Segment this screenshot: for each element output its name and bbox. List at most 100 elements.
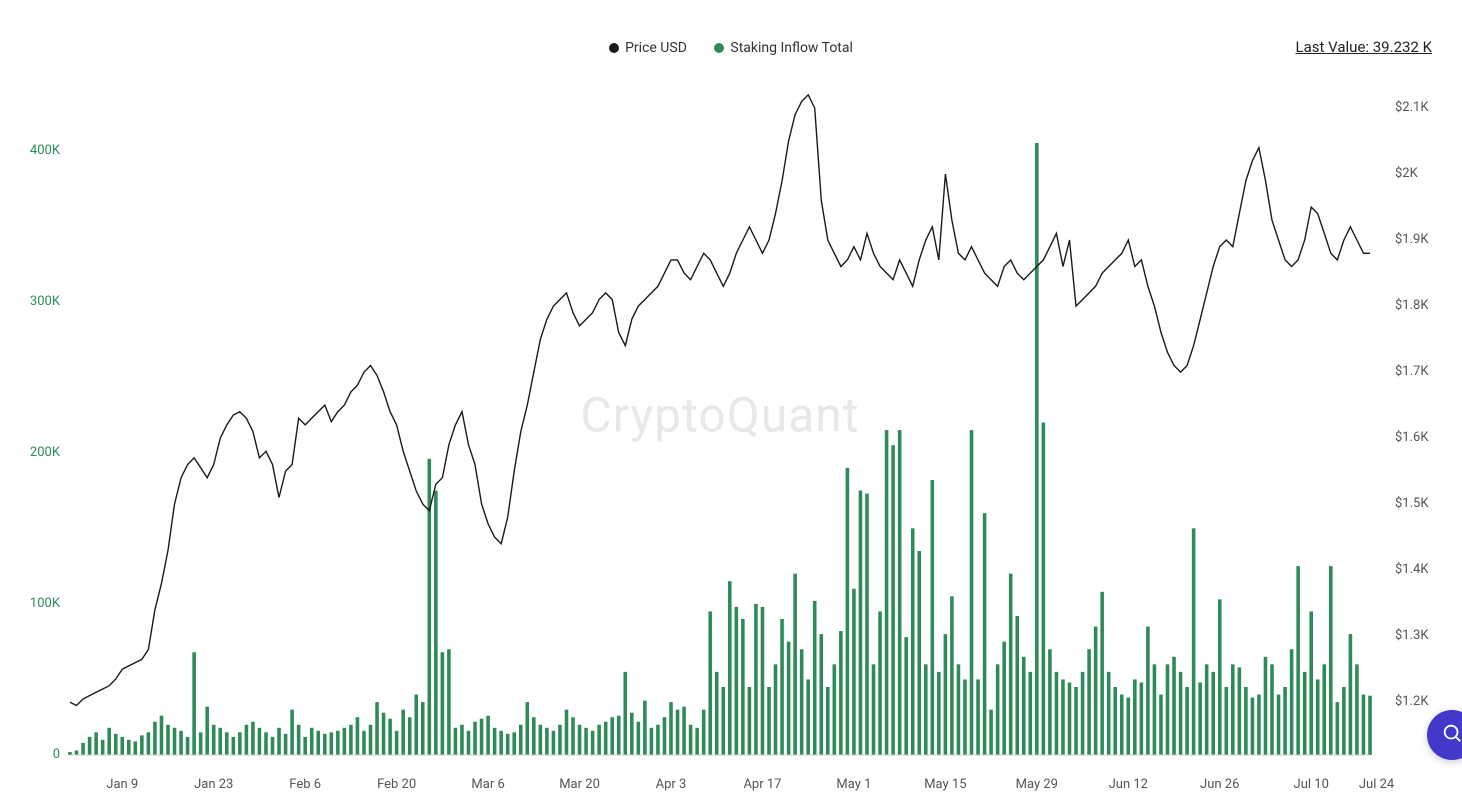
x-tick-label: Apr 3 [656, 777, 687, 792]
inflow-bar [101, 740, 105, 755]
inflow-bar [199, 732, 203, 755]
inflow-bar [1355, 664, 1359, 755]
inflow-bar [232, 737, 236, 755]
legend-item-price[interactable]: Price USD [609, 40, 687, 56]
y-right-tick-label: $1.2K [1395, 694, 1450, 709]
inflow-bar [591, 731, 595, 755]
inflow-bar [1022, 657, 1026, 755]
inflow-bar [160, 716, 164, 755]
inflow-bar [1074, 687, 1078, 755]
help-fab[interactable] [1427, 710, 1462, 760]
y-right-tick-label: $1.8K [1395, 298, 1450, 313]
inflow-bar [467, 731, 471, 755]
help-icon [1441, 722, 1462, 749]
inflow-bar [558, 725, 562, 755]
inflow-bar [480, 719, 484, 755]
inflow-bar [650, 728, 654, 755]
inflow-bar [872, 664, 876, 755]
inflow-bar [597, 725, 601, 755]
inflow-bar [1127, 698, 1131, 755]
inflow-bar [310, 728, 314, 755]
inflow-bar [865, 494, 869, 755]
inflow-bar [1087, 649, 1091, 755]
inflow-bar [937, 672, 941, 755]
inflow-bar [1133, 679, 1137, 755]
inflow-bar [1042, 423, 1046, 755]
inflow-bar [1081, 672, 1085, 755]
inflow-bar [1283, 687, 1287, 755]
inflow-bar [290, 710, 294, 755]
inflow-bar [1224, 687, 1228, 755]
inflow-bar [1349, 634, 1353, 755]
inflow-bar [578, 725, 582, 755]
inflow-bar [1231, 664, 1235, 755]
inflow-bar [486, 716, 490, 755]
y-right-tick-label: $1.6K [1395, 430, 1450, 445]
inflow-bar [852, 589, 856, 755]
inflow-bar [75, 750, 79, 755]
inflow-bar [1002, 642, 1006, 755]
chart-plot-area: CryptoQuant [70, 75, 1370, 755]
inflow-bar [147, 732, 151, 755]
inflow-bar [950, 596, 954, 755]
inflow-bar [408, 717, 412, 755]
inflow-bar [88, 737, 92, 755]
inflow-bar [493, 728, 497, 755]
chart-legend: Price USD Staking Inflow Total [0, 40, 1462, 57]
inflow-bar [1342, 687, 1346, 755]
inflow-bar [1100, 592, 1104, 755]
inflow-bar [519, 725, 523, 755]
inflow-bar [663, 717, 667, 755]
inflow-bar [525, 702, 529, 755]
inflow-bar [1277, 695, 1281, 755]
inflow-bar [774, 664, 778, 755]
y-right-tick-label: $2.1K [1395, 100, 1450, 115]
legend-item-inflow[interactable]: Staking Inflow Total [714, 40, 853, 56]
inflow-bar [532, 717, 536, 755]
inflow-bar [682, 707, 686, 755]
inflow-bar [192, 652, 196, 755]
y-left-tick-label: 400K [10, 143, 60, 158]
x-tick-label: Jun 26 [1200, 777, 1239, 792]
inflow-bar [637, 722, 641, 755]
inflow-bar [447, 649, 451, 755]
legend-label-inflow: Staking Inflow Total [730, 40, 853, 56]
inflow-bar [251, 722, 255, 755]
inflow-bar [1251, 698, 1255, 755]
x-tick-label: Mar 6 [471, 777, 504, 792]
inflow-bar [1211, 672, 1215, 755]
inflow-bar [878, 611, 882, 755]
inflow-bar [218, 728, 222, 755]
y-right-tick-label: $2K [1395, 166, 1450, 181]
inflow-bar [708, 611, 712, 755]
inflow-bar [826, 687, 830, 755]
inflow-bar [728, 581, 732, 755]
inflow-bar [1015, 616, 1019, 755]
y-left-tick-label: 0 [10, 747, 60, 762]
inflow-bar [388, 719, 392, 755]
inflow-bar [610, 717, 614, 755]
inflow-bar [1048, 649, 1052, 755]
x-tick-label: Jan 9 [106, 777, 138, 792]
inflow-bar [1094, 627, 1098, 755]
inflow-bar [173, 728, 177, 755]
inflow-bar [1113, 687, 1117, 755]
inflow-bar [963, 679, 967, 755]
inflow-bar [140, 735, 144, 755]
inflow-bar [957, 664, 961, 755]
inflow-bar [179, 731, 183, 755]
inflow-bar [944, 634, 948, 755]
inflow-bar [676, 710, 680, 755]
last-value-readout[interactable]: Last Value: 39.232 K [1296, 38, 1432, 56]
inflow-bar [767, 687, 771, 755]
inflow-bar [839, 631, 843, 755]
inflow-bar [931, 480, 935, 755]
legend-dot-price [609, 43, 619, 53]
inflow-bar [284, 734, 288, 755]
x-tick-label: Jun 12 [1109, 777, 1148, 792]
inflow-bar [571, 717, 575, 755]
inflow-bar [127, 740, 131, 755]
inflow-bar [898, 430, 902, 755]
inflow-bar [107, 728, 111, 755]
inflow-bar [441, 652, 445, 755]
